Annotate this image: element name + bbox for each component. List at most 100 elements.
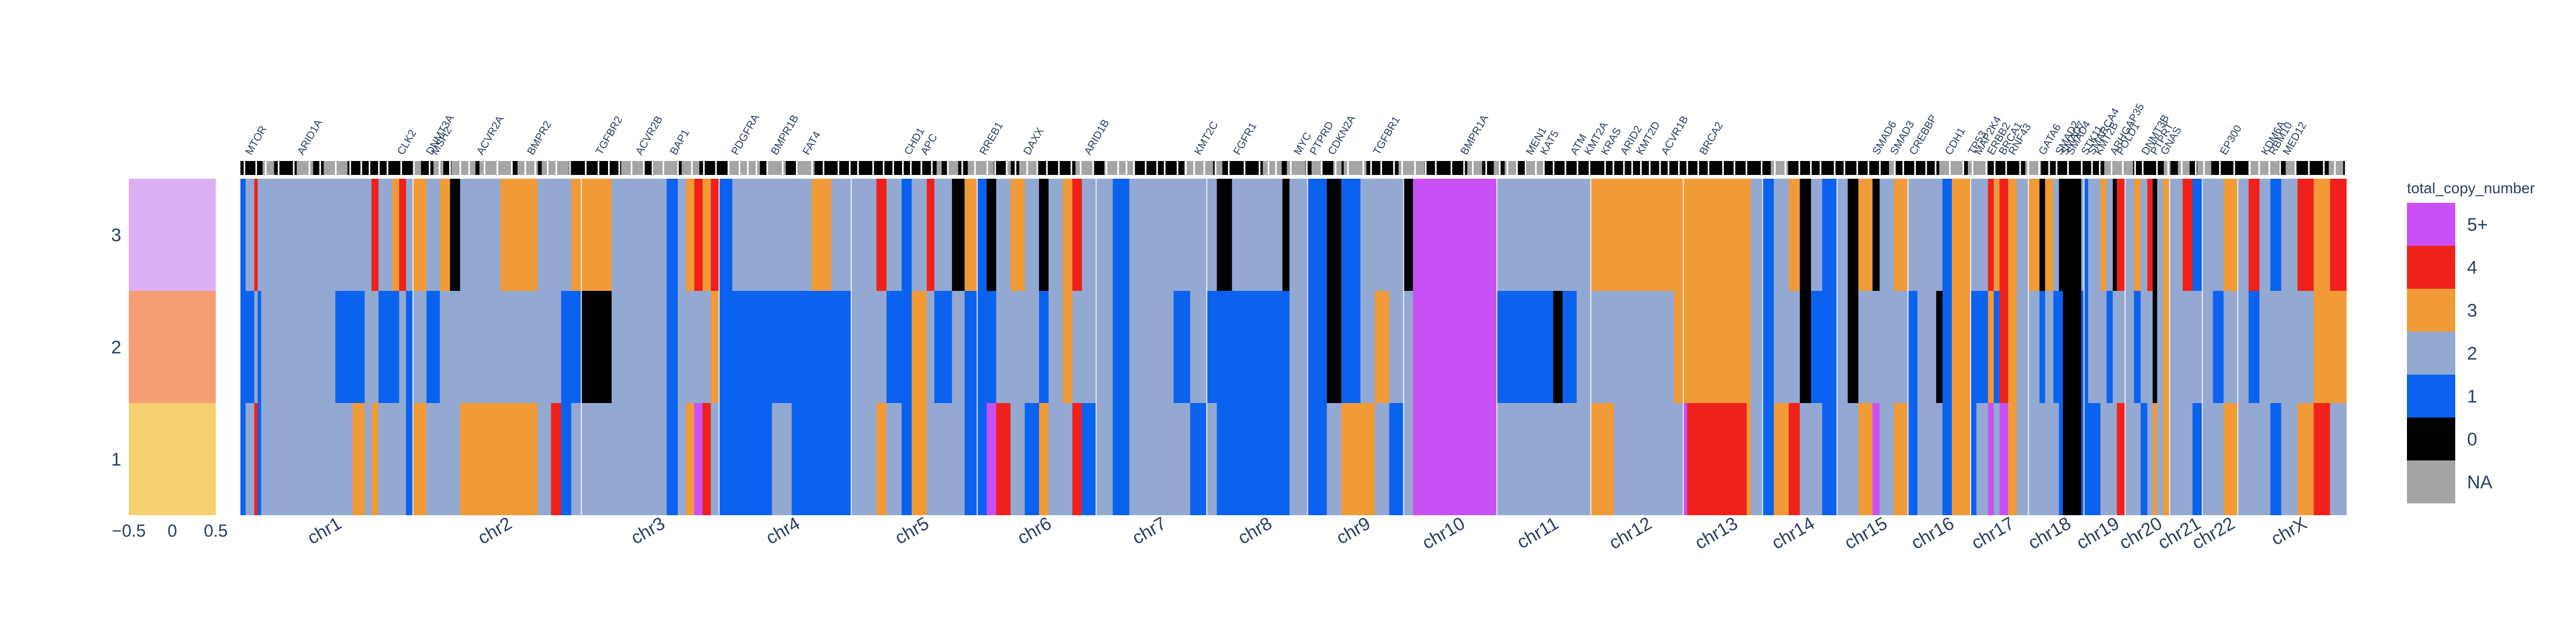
gene-label: MTOR <box>243 124 269 157</box>
gene-track-tick <box>309 161 310 175</box>
gene-track-tick <box>1156 161 1158 175</box>
heatmap-cell <box>2223 403 2238 515</box>
group-strip-cell-1 <box>129 403 216 515</box>
heatmap-cell <box>240 403 246 515</box>
heatmap-cell <box>1751 291 1763 403</box>
gene-label: BRCA2 <box>1697 120 1725 157</box>
heatmap-cell <box>677 291 686 403</box>
heatmap-cell <box>1341 179 1361 291</box>
gene-track-segment <box>1104 161 1135 175</box>
gene-track-tick <box>1393 161 1395 175</box>
gene-track-tick <box>1414 161 1416 175</box>
heatmap-cell <box>2053 291 2060 403</box>
gene-track-tick <box>1745 161 1747 175</box>
chromosome-separator <box>1836 179 1838 515</box>
gene-label: EP300 <box>2218 123 2244 157</box>
gene-track-segment <box>1494 161 1501 175</box>
heatmap-cell <box>2125 179 2134 291</box>
heatmap-cell <box>258 403 262 515</box>
heatmap-cell <box>694 403 703 515</box>
heatmap-cell <box>611 291 667 403</box>
heatmap-cell <box>996 179 1011 291</box>
heatmap-cell <box>537 403 552 515</box>
gene-track-tick <box>1125 161 1128 175</box>
heatmap-cell <box>1217 291 1233 403</box>
heatmap-cell <box>413 291 427 403</box>
heatmap-cell <box>1858 403 1873 515</box>
gene-label: PDGFRA <box>729 112 762 157</box>
gene-track-tick <box>1362 161 1364 175</box>
gene-track-tick <box>1774 161 1776 175</box>
heatmap-cell <box>1799 291 1812 403</box>
heatmap-cell <box>1096 179 1114 291</box>
gene-track-tick <box>2099 161 2101 175</box>
heatmap-cell <box>1389 179 1404 291</box>
heatmap-cell <box>1282 291 1290 403</box>
heatmap-cell <box>2223 179 2238 291</box>
heatmap-cell <box>371 179 379 291</box>
heatmap-cell <box>2202 179 2214 291</box>
gene-track-segment <box>1333 161 1342 175</box>
gene-track-tick <box>2219 161 2221 175</box>
gene-track-tick <box>1401 161 1403 175</box>
heatmap-cell <box>1822 179 1838 291</box>
chromosome-separator <box>976 179 978 515</box>
gene-label: DAXX <box>1021 126 1046 157</box>
heatmap-cell <box>1403 403 1414 515</box>
legend-swatch <box>2407 246 2455 289</box>
heatmap-cell <box>245 291 255 403</box>
heatmap-cell <box>581 291 612 403</box>
heatmap-cell <box>440 403 451 515</box>
gene-track-tick <box>1080 161 1082 175</box>
legend-swatch <box>2407 289 2455 332</box>
gene-track-tick <box>277 161 280 175</box>
gene-label: RREB1 <box>977 120 1005 157</box>
gene-track-tick <box>1733 161 1736 175</box>
gene-track-tick <box>1193 161 1195 175</box>
heatmap-cell <box>1788 291 1801 403</box>
gene-track-segment <box>541 161 569 175</box>
gene-track-tick <box>1499 161 1501 175</box>
legend-label: 5+ <box>2467 215 2488 235</box>
heatmap-cell <box>399 179 407 291</box>
heatmap-cell <box>537 291 552 403</box>
heatmap-cell <box>2081 179 2084 291</box>
chromosome-label: chrX <box>2267 513 2310 550</box>
heatmap-cell <box>2281 179 2298 291</box>
gene-track-tick <box>2019 161 2021 175</box>
chromosome-separator <box>718 179 720 515</box>
heatmap-cell <box>399 403 407 515</box>
heatmap-cell <box>876 291 887 403</box>
heatmap-cell <box>2088 291 2101 403</box>
heatmap-cell <box>378 291 393 403</box>
heatmap-cell <box>1687 291 1747 403</box>
heatmap-cell <box>2045 291 2054 403</box>
heatmap-cell <box>440 291 451 403</box>
heatmap-cell <box>1799 179 1812 291</box>
heatmap-cell <box>964 179 978 291</box>
heatmap-cell <box>1858 179 1873 291</box>
chromosome-separator <box>2028 179 2029 515</box>
gene-track-segment <box>2286 161 2297 175</box>
heatmap-cell <box>2297 179 2314 291</box>
heatmap-cell <box>1072 179 1082 291</box>
heatmap-cell <box>551 179 562 291</box>
gene-track-tick <box>1525 161 1527 175</box>
heatmap-cell <box>2192 179 2203 291</box>
heatmap-cell <box>952 291 965 403</box>
heatmap-cell <box>1746 403 1751 515</box>
gene-track-tick <box>1868 161 1870 175</box>
chromosome-separator <box>1970 179 1971 515</box>
gene-track-tick <box>1935 161 1937 175</box>
heatmap-cell <box>2017 291 2029 403</box>
heatmap-cell <box>1774 179 1789 291</box>
heatmap-cell <box>364 179 372 291</box>
heatmap-cell <box>1360 179 1375 291</box>
heatmap-cell <box>245 179 255 291</box>
heatmap-cell <box>2106 291 2113 403</box>
gene-track-tick <box>2334 161 2336 175</box>
gene-track-tick <box>413 161 415 175</box>
gene-track-tick <box>1092 161 1094 175</box>
heatmap-cell <box>977 403 987 515</box>
gene-track-tick <box>1117 161 1119 175</box>
